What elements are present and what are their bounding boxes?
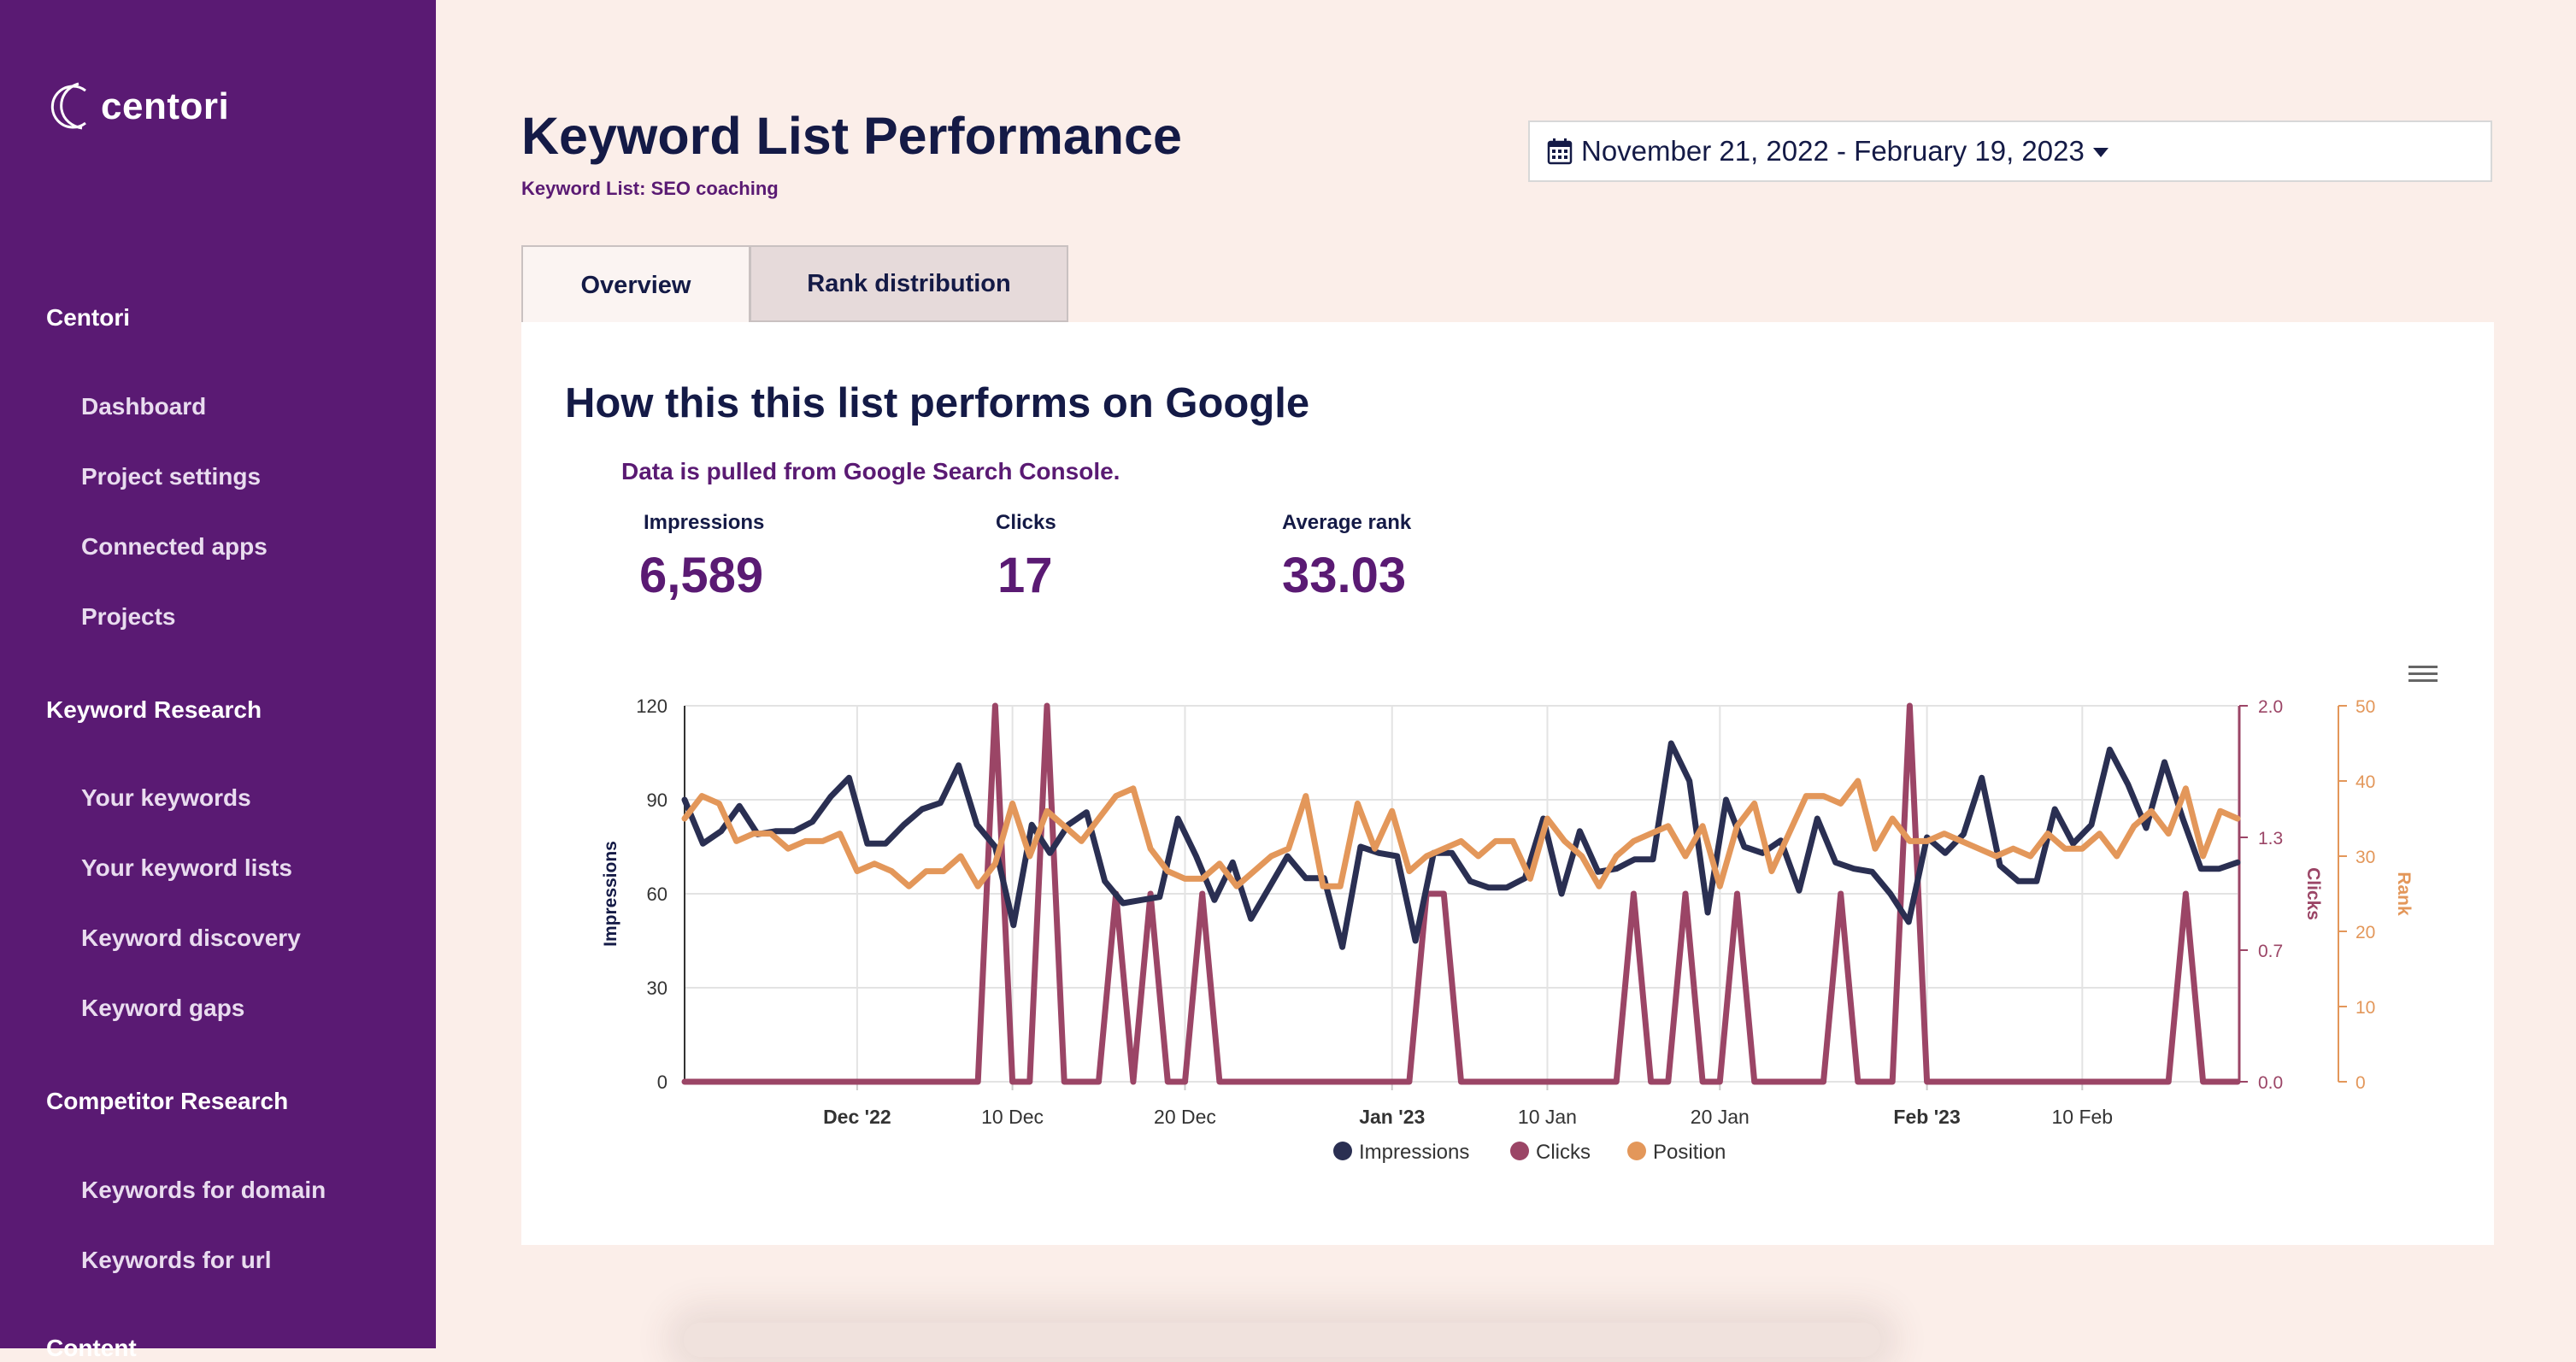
section-content: Content [46,1335,137,1361]
sidebar-item-keyword-gaps[interactable]: Keyword gaps [81,995,245,1021]
metric-average-rank-value: 33.03 [1282,548,1407,603]
metric-average-rank-label: Average rank [1282,511,1412,534]
tab-overview[interactable]: Overview [521,245,750,324]
y-right-rank-tick-label: 20 [2355,923,2375,942]
sidebar-item-projects[interactable]: Projects [81,603,176,630]
sidebar-item-connected-apps[interactable]: Connected apps [81,533,268,560]
sidebar-item-keywords-for-domain[interactable]: Keywords for domain [81,1177,326,1203]
x-tick-label: Dec '22 [823,1106,891,1128]
y-left-tick-label: 60 [647,884,668,905]
x-tick-label: 10 Jan [1518,1106,1577,1128]
page-subtitle: Keyword List: SEO coaching [521,178,779,199]
section-competitor-research: Competitor Research [46,1088,289,1114]
metric-impressions-label: Impressions [644,511,765,534]
x-tick-label: 10 Dec [981,1106,1044,1128]
calendar-icon [1547,138,1573,165]
sidebar: centori Centori Dashboard Project settin… [0,0,436,1361]
y-right-rank-tick-label: 40 [2355,772,2375,792]
x-tick-label: Feb '23 [1893,1106,1960,1128]
logo-text: centori [101,85,230,127]
lower-card-edge [684,1323,1880,1357]
date-range-picker[interactable]: November 21, 2022 - February 19, 2023 [1528,120,2492,182]
series-line-clicks [681,702,2241,1085]
sidebar-item-keywords-for-url[interactable]: Keywords for url [81,1247,272,1273]
sidebar-item-project-settings[interactable]: Project settings [81,463,262,490]
y-right-rank-tick-label: 30 [2355,848,2375,867]
y-right-clicks-axis-title: Clicks [2303,867,2323,920]
sidebar-item-keyword-discovery[interactable]: Keyword discovery [81,925,301,951]
y-left-tick-label: 120 [636,696,668,717]
y-right-clicks-tick-label: 2.0 [2258,697,2283,717]
y-left-tick-label: 90 [647,790,668,811]
y-left-axis-title: Impressions [601,841,620,947]
metric-impressions-value: 6,589 [639,548,764,603]
y-right-rank-axis-title: Rank [2394,872,2414,916]
tab-rank-distribution[interactable]: Rank distribution [750,245,1068,322]
series-line-impressions [681,740,2241,950]
legend-label-position: Position [1653,1141,1726,1164]
legend-label-clicks: Clicks [1536,1141,1591,1164]
data-source-note: Data is pulled from Google Search Consol… [621,458,1120,484]
legend-marker-clicks [1510,1142,1529,1160]
sidebar-item-your-keywords[interactable]: Your keywords [81,784,251,811]
x-tick-label: 20 Dec [1154,1106,1216,1128]
section-keyword-research: Keyword Research [46,696,262,723]
y-left-tick-label: 30 [647,977,668,999]
date-range-text: November 21, 2022 - February 19, 2023 [1581,135,2085,167]
y-right-rank-tick-label: 10 [2355,998,2375,1018]
page-title: Keyword List Performance [521,107,1182,165]
y-left-tick-label: 0 [657,1071,668,1093]
x-tick-label: Jan '23 [1359,1106,1425,1128]
y-right-clicks-tick-label: 0.7 [2258,942,2283,961]
legend-marker-position [1627,1142,1646,1160]
section-centori: Centori [46,304,130,331]
y-right-clicks-tick-label: 1.3 [2258,829,2283,848]
chevron-down-icon [2092,148,2108,157]
performance-chart: 0 30 60 90 120 Dec '22 10 Dec 20 Dec Jan '23 10 J… [601,696,2414,1164]
y-right-clicks-tick-label: 0.0 [2258,1073,2283,1093]
x-tick-label: 10 Feb [2051,1106,2113,1128]
x-tick-label: 20 Jan [1691,1106,1750,1128]
y-right-rank-tick-label: 0 [2355,1073,2366,1093]
legend-marker-impressions [1333,1142,1352,1160]
y-right-rank-tick-label: 50 [2355,697,2375,717]
metric-clicks-value: 17 [997,548,1053,603]
hamburger-menu-icon[interactable] [2408,663,2438,685]
centori-logo-icon [50,82,86,130]
panel-title: How this this list performs on Google [565,380,1310,426]
sidebar-item-your-keyword-lists[interactable]: Your keyword lists [81,854,292,881]
legend-label-impressions: Impressions [1359,1141,1469,1164]
series-line-position [681,778,2241,889]
logo[interactable]: centori [44,79,229,135]
metric-clicks-label: Clicks [996,511,1056,534]
sidebar-item-dashboard[interactable]: Dashboard [81,393,207,420]
